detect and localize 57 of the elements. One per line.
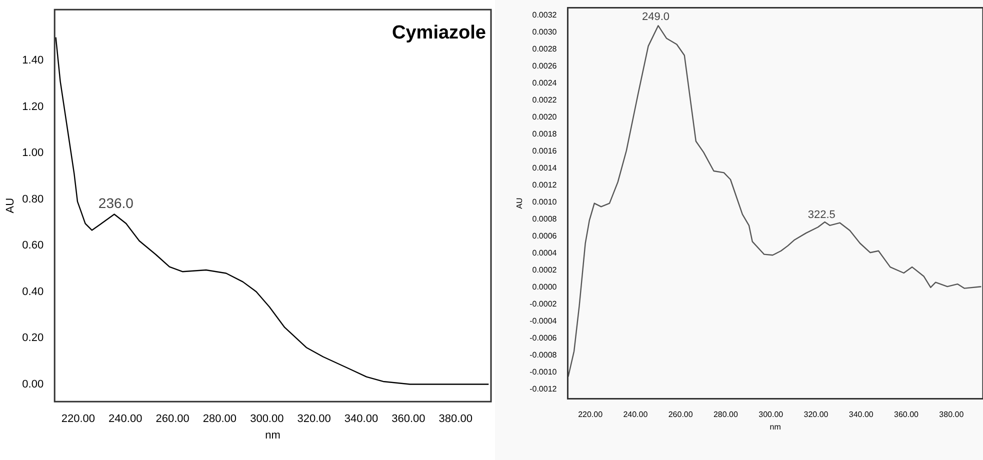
x-tick-label: 260.00: [156, 413, 190, 426]
x-tick-label: 220.00: [61, 413, 96, 426]
y-tick-label: 0.20: [22, 332, 44, 344]
y-tick-label: 0.0032: [532, 10, 558, 20]
y-tick-label: 0.0018: [532, 130, 558, 139]
y-tick-label: -0.0002: [530, 300, 558, 309]
x-tick-label: 260.00: [668, 410, 694, 419]
x-tick-label: 360.00: [894, 410, 920, 419]
x-tick-label: 380.00: [438, 413, 472, 426]
y-tick-label: -0.0008: [530, 350, 558, 360]
text: Cymiazole: [392, 22, 486, 44]
x-axis-title: nm: [265, 429, 280, 442]
y-tick-label: 0.0024: [532, 78, 558, 88]
x-tick-label: 280.00: [713, 410, 738, 419]
y-tick-label: 0.60: [22, 240, 44, 252]
y-tick-label: -0.0004: [530, 316, 558, 326]
y-tick-label: 0.0014: [532, 164, 558, 173]
y-tick-label: 0.0006: [532, 232, 558, 241]
y-tick-label: 1.20: [22, 100, 44, 113]
y-tick-label: 0.0022: [532, 96, 558, 105]
x-tick-label: 300.00: [250, 413, 284, 426]
y-axis-title: AU: [4, 198, 17, 214]
y-tick-label: 0.0010: [532, 198, 558, 207]
x-axis-title: nm: [770, 422, 782, 432]
y-tick-label: 0.0028: [532, 44, 558, 54]
x-tick-label: 220.00: [578, 410, 604, 419]
x-tick-label: 280.00: [202, 413, 237, 426]
x-tick-label: 240.00: [623, 410, 648, 419]
y-tick-label: 0.00: [22, 378, 44, 390]
y-tick-label: 0.0002: [532, 266, 558, 275]
y-tick-label: 0.80: [22, 193, 44, 206]
y-tick-label: 1.40: [22, 54, 44, 67]
y-tick-label: 0.0008: [532, 214, 558, 224]
x-tick-label: 240.00: [108, 413, 142, 426]
x-tick-label: 320.00: [297, 413, 331, 426]
x-tick-label: 320.00: [804, 410, 829, 419]
x-tick-label: 380.00: [939, 410, 964, 419]
annotation: 236.0: [98, 195, 134, 212]
y-axis-title: AU: [515, 198, 524, 209]
y-tick-label: 1.00: [22, 147, 44, 160]
y-tick-label: 0.0030: [532, 28, 558, 37]
y-tick-label: 0.0004: [532, 248, 558, 258]
y-tick-label: 0.0012: [532, 180, 558, 190]
annotation: 322.5: [808, 209, 836, 222]
y-tick-label: 0.0026: [532, 62, 558, 71]
y-tick-label: 0.0016: [532, 146, 558, 156]
y-tick-label: -0.0010: [530, 368, 558, 377]
x-tick-label: 340.00: [848, 410, 874, 419]
annotation: 249.0: [642, 11, 670, 24]
y-tick-label: 0.0000: [532, 282, 558, 292]
y-tick-label: -0.0012: [530, 384, 558, 394]
y-tick-label: 0.0020: [532, 112, 558, 122]
x-tick-label: 300.00: [758, 410, 784, 419]
x-tick-label: 340.00: [344, 413, 378, 426]
y-tick-label: 0.40: [22, 286, 44, 298]
x-tick-label: 360.00: [392, 413, 426, 426]
y-tick-label: -0.0006: [530, 334, 558, 343]
